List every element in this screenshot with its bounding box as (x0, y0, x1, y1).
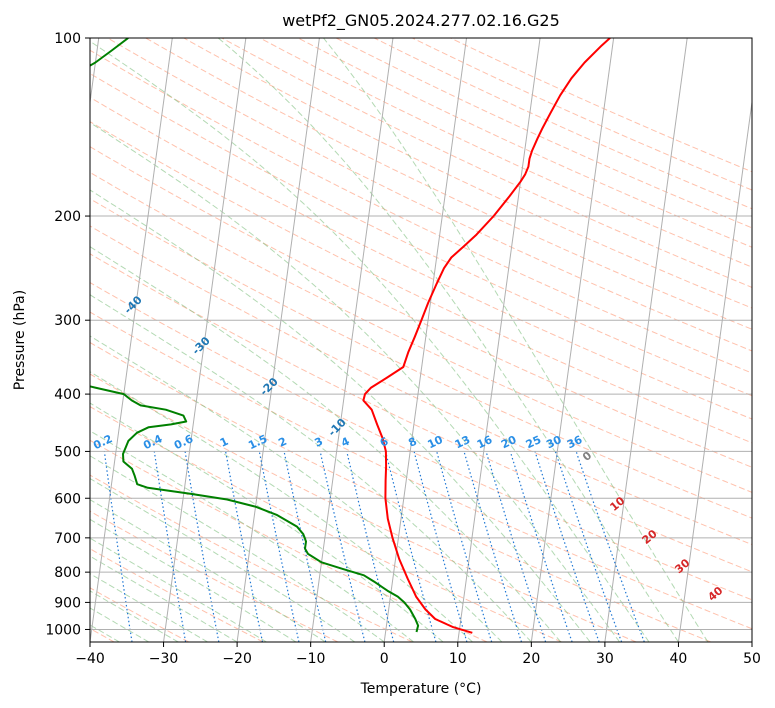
mixing-ratio-line (184, 451, 220, 642)
mixing-ratio-label: 20 (499, 433, 519, 451)
dry-adiabat (90, 373, 637, 642)
axis-ticks: −40 −30 −20 −10 0 10 20 30 40 50 100 200 300 400 500 60… (45, 31, 761, 667)
moist-adiabat (323, 38, 709, 642)
y-tick-label: 800 (54, 565, 81, 581)
y-tick-label: 900 (54, 595, 81, 611)
dry-adiabat (90, 281, 752, 601)
mixing-ratio-line (485, 451, 547, 642)
dry-adiabat (90, 225, 752, 546)
dry-adiabat (90, 510, 339, 642)
temperature-line (362, 38, 611, 634)
y-tick-label: 100 (54, 31, 81, 47)
mixing-ratio-label: 16 (475, 433, 495, 451)
moist-adiabat (90, 371, 473, 642)
dry-adiabat (90, 72, 752, 397)
moist-adiabat (90, 590, 179, 642)
mixing-ratio-label: 10 (426, 433, 446, 451)
isotherm-line (90, 38, 173, 642)
dry-adiabat (107, 38, 752, 352)
mixing-ratio-line (436, 451, 493, 642)
mixing-ratio-line (319, 451, 366, 642)
dry-adiabat (183, 38, 752, 309)
x-tick-label: −10 (296, 651, 326, 667)
dry-adiabat (450, 38, 752, 173)
dry-adiabat (374, 38, 752, 210)
moist-adiabat (90, 402, 444, 642)
mixing-ratio-label: 30 (544, 433, 564, 451)
y-tick-label: 1000 (45, 622, 81, 638)
dry-adiabat (90, 474, 413, 642)
mixing-ratio-line (534, 451, 600, 642)
dry-adiabat (259, 38, 752, 268)
dry-adiabat (90, 342, 711, 642)
x-tick-label: −40 (75, 651, 105, 667)
moist-adiabat (90, 455, 385, 642)
mixing-ratio-line (283, 451, 327, 642)
isotherm-line (530, 38, 615, 642)
x-tick-label: 40 (670, 651, 688, 667)
dry-adiabat (90, 253, 752, 573)
dry-adiabat (145, 38, 752, 330)
y-tick-label: 200 (54, 209, 81, 225)
y-axis-label: Pressure (hPa) (12, 290, 28, 390)
isotherm-line (677, 98, 752, 642)
moist-adiabat (90, 335, 503, 642)
moist-adiabat (90, 555, 238, 642)
moist-adiabat (90, 189, 591, 642)
x-tick-label: 0 (380, 651, 389, 667)
dry-adiabat (297, 38, 752, 248)
mixing-ratio-line (554, 451, 623, 642)
moist-adiabat (217, 38, 679, 642)
moist-adiabat (90, 537, 267, 642)
mixing-ratio-line (509, 451, 573, 642)
x-tick-label: 30 (596, 651, 614, 667)
dry-adiabat (90, 121, 752, 444)
isotherm-line (604, 38, 688, 642)
dry-adiabat (90, 311, 752, 630)
mixing-ratio-line (225, 451, 264, 642)
dry-adiabat (90, 146, 752, 468)
x-tick-label: 20 (522, 651, 540, 667)
x-tick-label: 10 (449, 651, 467, 667)
isotherm-line (457, 38, 541, 642)
mixing-ratio-line (413, 451, 468, 642)
background-lines (90, 38, 752, 642)
chart-title: wetPf2_GN05.2024.277.02.16.G25 (282, 11, 560, 31)
x-axis-label: Temperature (°C) (360, 681, 482, 697)
dry-adiabat (412, 38, 752, 191)
moist-adiabat (90, 121, 620, 642)
mixing-ratio-label: 13 (453, 433, 472, 451)
mixing-ratio-line (463, 451, 523, 642)
isotherm-line (310, 38, 394, 642)
plot-frame (89, 37, 753, 643)
y-tick-label: 500 (54, 444, 81, 460)
dewpoint-line (90, 38, 420, 633)
x-tick-label: −20 (222, 651, 252, 667)
y-tick-label: 300 (54, 313, 81, 329)
moist-adiabat (90, 573, 208, 642)
pressure-gridlines (90, 38, 752, 630)
x-tick-label: −30 (149, 651, 179, 667)
isotherm-line (163, 38, 247, 642)
isotherm-line (383, 38, 468, 642)
y-tick-label: 600 (54, 491, 81, 507)
mixing-ratio-line (258, 451, 300, 642)
isotherm-line (236, 38, 320, 642)
x-tick-label: 50 (743, 651, 761, 667)
series-layer (90, 38, 611, 634)
mixing-ratio-line (346, 451, 395, 642)
mixing-ratio-label: 25 (524, 433, 543, 451)
dry-adiabat (90, 49, 752, 374)
moist-adiabat (90, 294, 532, 642)
mixing-ratio-line (153, 451, 187, 642)
moist-adiabat (90, 246, 562, 642)
moist-adiabat (90, 477, 356, 642)
mixing-ratio-line (103, 451, 133, 642)
mixing-ratio-line (575, 451, 645, 642)
y-tick-label: 400 (54, 387, 81, 403)
y-tick-label: 700 (54, 531, 81, 547)
dry-adiabat (90, 171, 752, 493)
mixing-ratio-label: 36 (565, 433, 585, 451)
